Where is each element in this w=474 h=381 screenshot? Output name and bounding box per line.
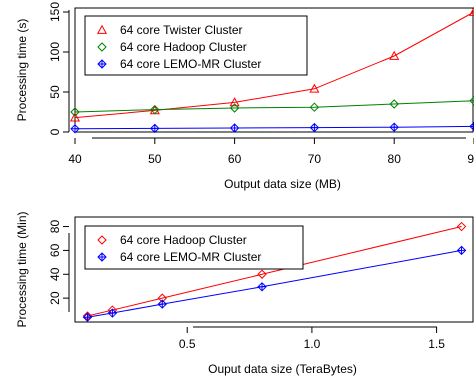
x-axis: 0.5 1.0 1.5 Ouput data size (TeraBytes) bbox=[179, 326, 445, 376]
y-axis: 20 40 60 80 Processing time (Min) bbox=[15, 211, 70, 328]
y-tick-label: 80 bbox=[48, 220, 62, 234]
y-axis-title: Processing time (Min) bbox=[15, 211, 29, 327]
x-tick-label: 1.0 bbox=[304, 337, 321, 351]
chart-panel-2: 0.5 1.0 1.5 Ouput data size (TeraBytes) 20 40… bbox=[15, 211, 474, 376]
legend-marker bbox=[97, 42, 107, 52]
data-point bbox=[257, 282, 267, 292]
data-point bbox=[70, 107, 80, 117]
plot-frame bbox=[74, 7, 474, 133]
x-tick-label: 1.5 bbox=[428, 337, 445, 351]
y-tick-label: 0 bbox=[48, 128, 62, 135]
legend-label: 64 core Hadoop Cluster bbox=[120, 233, 247, 247]
plot-frame bbox=[74, 216, 474, 323]
y-tick-label: 40 bbox=[48, 267, 62, 281]
x-tick-label: 0.5 bbox=[179, 337, 196, 351]
x-axis-title: Ouput data size (TeraBytes) bbox=[208, 362, 357, 376]
legend-marker bbox=[97, 235, 107, 245]
y-axis-title: Processing time (s) bbox=[15, 19, 29, 122]
legend: 64 core Twister Cluster 64 core Hadoop Cl… bbox=[84, 15, 308, 76]
data-point bbox=[456, 245, 467, 256]
y-tick-label: 150 bbox=[48, 2, 62, 22]
x-tick-label: 90 bbox=[467, 152, 474, 166]
data-point bbox=[70, 124, 80, 134]
legend-label: 64 core Twister Cluster bbox=[120, 23, 243, 37]
data-point bbox=[469, 121, 474, 132]
data-point bbox=[389, 122, 399, 132]
series-line bbox=[74, 11, 474, 119]
x-axis: 40 50 60 70 80 90 Output data size (MB) bbox=[68, 137, 474, 191]
data-point bbox=[309, 122, 320, 133]
data-point bbox=[469, 96, 474, 106]
data-point bbox=[107, 308, 118, 318]
series-line bbox=[87, 226, 462, 317]
legend-box bbox=[84, 15, 308, 76]
series-2 bbox=[82, 245, 467, 322]
legend-marker bbox=[97, 252, 107, 262]
chart-panel-1: 40 50 60 70 80 90 Output data size (MB) 0 50 100 1… bbox=[15, 2, 474, 191]
series-2 bbox=[70, 96, 474, 117]
data-point bbox=[157, 299, 167, 309]
data-point bbox=[309, 102, 320, 112]
x-tick-label: 50 bbox=[148, 152, 162, 166]
y-tick-label: 20 bbox=[48, 291, 62, 305]
x-tick-label: 80 bbox=[388, 152, 402, 166]
data-point bbox=[229, 97, 240, 107]
y-tick-label: 100 bbox=[48, 42, 62, 62]
legend-marker bbox=[96, 24, 108, 34]
data-point bbox=[257, 269, 267, 279]
legend: 64 core Hadoop Cluster 64 core LEMO-MR Cl… bbox=[84, 225, 304, 270]
data-point bbox=[150, 123, 160, 134]
legend-box bbox=[84, 225, 304, 270]
series-line bbox=[74, 100, 474, 113]
x-tick-label: 60 bbox=[228, 152, 242, 166]
data-point bbox=[456, 221, 467, 232]
y-tick-label: 50 bbox=[48, 85, 62, 99]
data-point bbox=[309, 83, 320, 93]
data-point bbox=[229, 123, 240, 133]
y-axis: 0 50 100 150 Processing time (s) bbox=[15, 2, 70, 135]
data-point bbox=[389, 50, 400, 60]
data-point bbox=[150, 104, 160, 115]
x-tick-label: 40 bbox=[68, 152, 82, 166]
data-point bbox=[389, 99, 399, 109]
data-point bbox=[468, 6, 474, 16]
data-point bbox=[82, 312, 93, 322]
data-point bbox=[69, 112, 81, 122]
series-3 bbox=[70, 121, 474, 134]
legend-label: 64 core LEMO-MR Cluster bbox=[120, 57, 261, 71]
legend-label: 64 core Hadoop Cluster bbox=[120, 40, 247, 54]
series-line bbox=[74, 125, 474, 130]
data-point bbox=[229, 103, 240, 113]
x-axis-title: Output data size (MB) bbox=[224, 177, 341, 191]
legend-marker bbox=[97, 59, 107, 69]
legend-label: 64 core LEMO-MR Cluster bbox=[120, 250, 261, 264]
y-tick-label: 60 bbox=[48, 243, 62, 257]
x-tick-label: 70 bbox=[308, 152, 322, 166]
